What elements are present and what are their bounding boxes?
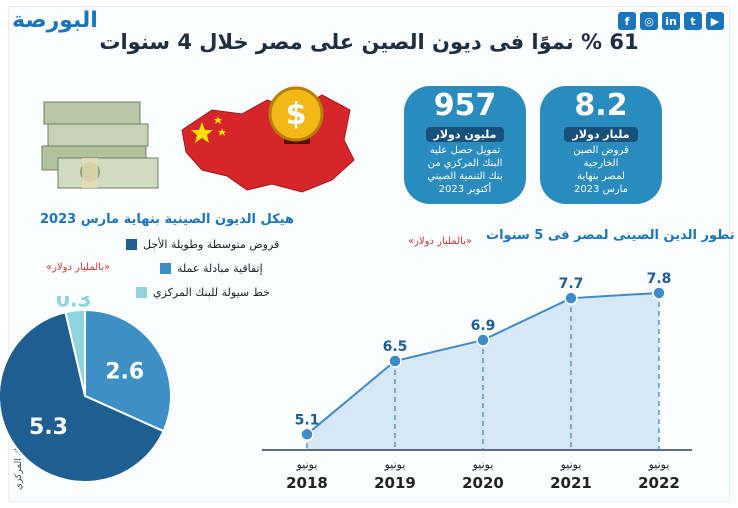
pie-slice-label: 5.3 [29, 415, 68, 440]
facebook-icon[interactable]: f [618, 12, 636, 30]
data-point [564, 291, 578, 305]
china-map-illustration: $ [181, 86, 355, 193]
tick-month-label: يونيو [296, 458, 318, 471]
pie-slice [0, 311, 165, 483]
twitter-icon[interactable]: t [684, 12, 702, 30]
instagram-icon[interactable]: ◎ [640, 12, 658, 30]
money-stack-illustration [41, 101, 159, 189]
data-label: 7.7 [559, 276, 584, 292]
highlight-unit: مليار دولار [564, 127, 638, 142]
legend-swatch [126, 239, 137, 250]
data-label: 6.9 [471, 318, 496, 334]
highlight-value: 8.2 [574, 88, 628, 123]
social-links: f ◎ in t ▶ [618, 12, 724, 30]
pie-chart-unit-note: «بالمليار دولار» [46, 262, 111, 273]
data-point [652, 286, 666, 300]
line-chart-unit-note: «بالمليار دولار» [408, 236, 473, 247]
tick-month-label: يونيو [648, 458, 670, 471]
legend-swatch [136, 287, 147, 298]
tick-month-label: يونيو [560, 458, 582, 471]
tick-month-label: يونيو [384, 458, 406, 471]
brand-logo[interactable]: البورصة [12, 8, 98, 33]
pie-slice [84, 308, 172, 433]
tick-year-label: 2018 [286, 474, 328, 492]
data-point [388, 354, 402, 368]
data-label: 5.1 [295, 412, 320, 428]
legend-item-long-term-loans: قروض متوسطة وطويلة الأجل [126, 238, 279, 251]
highlight-description: تمويل حصل عليه البنك المركزي من بنك التن… [427, 145, 503, 195]
pie-chart: 5.3 2.6 0.3 [0, 296, 172, 483]
linkedin-icon[interactable]: in [662, 12, 680, 30]
pie-chart-title: هيكل الديون الصينية بنهاية مارس 2023 [40, 212, 294, 227]
youtube-icon[interactable]: ▶ [706, 12, 724, 30]
highlight-value: 957 [433, 88, 497, 123]
pie-slice-label: 0.3 [56, 296, 91, 312]
tick-year-label: 2022 [638, 474, 680, 492]
data-point [300, 427, 314, 442]
highlight-card-financing: 957 مليون دولار تمويل حصل عليه البنك الم… [404, 86, 526, 204]
area-chart: 5.1 يونيو 2018 6.5 يونيو 2019 6.9 يونيو 2020 7.7 ي… [262, 271, 692, 492]
legend-swatch [160, 263, 171, 274]
pie-slice-label: 2.6 [105, 359, 144, 384]
tick-year-label: 2020 [462, 474, 504, 492]
highlight-unit: مليون دولار [425, 127, 505, 142]
page-title: 61 % نموًا فى ديون الصين على مصر خلال 4 … [99, 30, 639, 54]
tick-year-label: 2019 [374, 474, 416, 492]
legend-item-currency-swap: إتفاقية مبادلة عملة [160, 262, 263, 275]
tick-month-label: يونيو [472, 458, 494, 471]
svg-text:$: $ [286, 97, 307, 132]
tick-year-label: 2021 [550, 474, 592, 492]
highlight-card-loans: 8.2 مليار دولار قروض الصين الخارجية لمصر… [540, 86, 662, 204]
highlight-description: قروض الصين الخارجية لمصر بنهاية مارس 202… [573, 145, 629, 195]
data-point [476, 333, 490, 347]
data-label: 6.5 [383, 339, 408, 355]
data-label: 7.8 [647, 271, 672, 287]
legend-item-liquidity-line: خط سيولة للبنك المركزي [136, 286, 270, 299]
line-chart-title: تطور الدين الصينى لمصر فى 5 سنوات [486, 228, 735, 243]
